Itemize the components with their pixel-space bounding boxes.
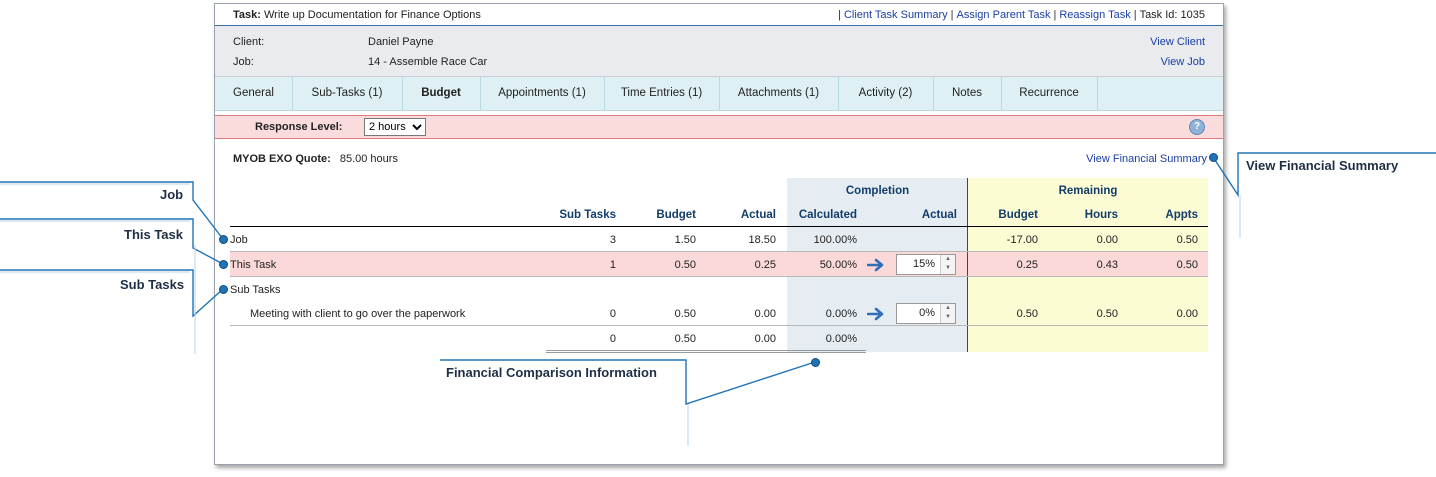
client-task-summary-link[interactable]: Client Task Summary bbox=[843, 9, 948, 21]
header-rule bbox=[230, 226, 1208, 227]
col-header-hours: Hours bbox=[1084, 209, 1118, 221]
task-label: Task bbox=[233, 9, 258, 21]
callout-job: Job bbox=[160, 187, 184, 202]
col-header-sub-tasks: Sub Tasks bbox=[559, 209, 616, 221]
callout-sub-tasks: Sub Tasks bbox=[120, 277, 185, 292]
tab-general[interactable]: General bbox=[215, 77, 293, 110]
tab-attachments[interactable]: Attachments (1) bbox=[719, 77, 839, 110]
col-header-calculated: Calculated bbox=[798, 209, 857, 221]
quote-label: MYOB EXO Quote: bbox=[233, 153, 331, 165]
total-sub-tasks: 0 bbox=[609, 333, 616, 345]
row-job-actual: 18.50 bbox=[748, 234, 776, 246]
row-this-task-calculated: 50.00% bbox=[819, 259, 857, 271]
row-subtask-name[interactable]: Meeting with client to go over the paper… bbox=[250, 308, 466, 320]
col-header-appts: Appts bbox=[1165, 209, 1198, 221]
row-this-task-budget: 0.50 bbox=[674, 259, 696, 271]
row-this-task-name: This Task bbox=[230, 259, 277, 271]
callout-dot bbox=[219, 285, 228, 294]
callout-dot bbox=[1209, 153, 1218, 162]
tab-appointments[interactable]: Appointments (1) bbox=[480, 77, 605, 110]
tab-bar: General Sub-Tasks (1) Budget Appointment… bbox=[215, 77, 1223, 111]
tab-recurrence[interactable]: Recurrence bbox=[1001, 77, 1098, 110]
row-subtask-sub-tasks: 0 bbox=[609, 308, 616, 320]
tab-time-entries[interactable]: Time Entries (1) bbox=[604, 77, 720, 110]
row-job-hours: 0.00 bbox=[1096, 234, 1118, 246]
stepper-down-icon[interactable]: ▼ bbox=[945, 265, 951, 271]
stepper-down-icon[interactable]: ▼ bbox=[945, 314, 951, 320]
client-job-info: Client: Daniel Payne View Client Job: 14… bbox=[215, 26, 1223, 77]
assign-parent-task-link[interactable]: Assign Parent Task bbox=[956, 9, 1051, 21]
job-label: Job: bbox=[233, 56, 254, 68]
row-this-task-sub-tasks: 1 bbox=[609, 259, 616, 271]
row-divider bbox=[230, 251, 1208, 252]
column-divider bbox=[967, 178, 968, 352]
row-job-remaining-budget: -17.00 bbox=[1006, 234, 1038, 246]
completion-header: Completion bbox=[845, 185, 910, 197]
row-subtask-calculated: 0.00% bbox=[825, 308, 857, 320]
callout-financial-comparison: Financial Comparison Information bbox=[446, 365, 657, 380]
totals-underline bbox=[546, 350, 866, 351]
tab-notes[interactable]: Notes bbox=[933, 77, 1002, 110]
row-job-appts: 0.50 bbox=[1176, 234, 1198, 246]
callout-view-financial-summary: View Financial Summary bbox=[1246, 158, 1399, 173]
row-subtask-actual: 0.00 bbox=[754, 308, 776, 320]
task-title: Task: Write up Documentation for Finance… bbox=[233, 9, 481, 21]
tab-sub-tasks[interactable]: Sub-Tasks (1) bbox=[292, 77, 403, 110]
client-value: Daniel Payne bbox=[368, 36, 434, 48]
task-links: | Client Task Summary | Assign Parent Task |… bbox=[838, 9, 1205, 21]
tab-budget[interactable]: Budget bbox=[402, 77, 481, 110]
row-this-task-actual: 0.25 bbox=[754, 259, 776, 271]
row-sub-tasks-label: Sub Tasks bbox=[230, 284, 281, 296]
response-level-label: Response Level: bbox=[255, 121, 343, 133]
view-financial-summary-link[interactable]: View Financial Summary bbox=[1086, 153, 1207, 165]
total-budget: 0.50 bbox=[674, 333, 696, 345]
row-this-task-hours: 0.43 bbox=[1096, 259, 1118, 271]
callout-dot bbox=[811, 358, 820, 367]
total-calculated: 0.00% bbox=[825, 333, 857, 345]
copy-arrow-icon[interactable] bbox=[867, 307, 887, 321]
row-subtask-budget: 0.50 bbox=[674, 308, 696, 320]
row-job-calculated: 100.00% bbox=[813, 234, 857, 246]
row-job-sub-tasks: 3 bbox=[609, 234, 616, 246]
row-divider bbox=[230, 276, 1208, 277]
help-icon[interactable]: ? bbox=[1189, 119, 1205, 135]
stepper-up-icon[interactable]: ▲ bbox=[945, 256, 951, 262]
subtask-completion-actual-stepper[interactable]: 0% ▲ ▼ bbox=[896, 303, 956, 324]
col-header-remaining-budget: Budget bbox=[998, 209, 1038, 221]
stepper-up-icon[interactable]: ▲ bbox=[945, 305, 951, 311]
response-level-bar: Response Level: 2 hours ? bbox=[215, 115, 1223, 139]
col-header-completion-actual: Actual bbox=[921, 209, 957, 221]
job-value: 14 - Assemble Race Car bbox=[368, 56, 488, 68]
tab-activity[interactable]: Activity (2) bbox=[838, 77, 934, 110]
row-subtask-hours: 0.50 bbox=[1096, 308, 1118, 320]
col-header-budget: Budget bbox=[656, 209, 696, 221]
row-divider bbox=[230, 325, 1208, 326]
copy-arrow-icon[interactable] bbox=[867, 258, 887, 272]
quote-line: MYOB EXO Quote: 85.00 hours bbox=[233, 153, 398, 165]
view-client-link[interactable]: View Client bbox=[1150, 36, 1205, 48]
row-job-name: Job bbox=[230, 234, 248, 246]
total-actual: 0.00 bbox=[754, 333, 776, 345]
this-task-row-bg bbox=[230, 252, 1208, 277]
row-job-budget: 1.50 bbox=[674, 234, 696, 246]
totals-underline bbox=[546, 352, 866, 353]
remaining-header: Remaining bbox=[1058, 185, 1118, 197]
client-label: Client: bbox=[233, 36, 265, 48]
row-this-task-remaining-budget: 0.25 bbox=[1016, 259, 1038, 271]
task-title-bar: Task: Write up Documentation for Finance… bbox=[215, 4, 1223, 26]
callout-dot bbox=[219, 260, 228, 269]
callout-this-task: This Task bbox=[124, 227, 184, 242]
response-level-select[interactable]: 2 hours bbox=[364, 118, 426, 136]
completion-actual-stepper[interactable]: 15% ▲ ▼ bbox=[896, 254, 956, 275]
row-subtask-appts: 0.00 bbox=[1176, 308, 1198, 320]
task-name: Write up Documentation for Finance Optio… bbox=[264, 9, 481, 21]
task-id: Task Id: 1035 bbox=[1139, 9, 1205, 21]
col-header-actual: Actual bbox=[740, 209, 776, 221]
view-job-link[interactable]: View Job bbox=[1160, 56, 1205, 68]
row-subtask-remaining-budget: 0.50 bbox=[1016, 308, 1038, 320]
callout-dot bbox=[219, 235, 228, 244]
row-this-task-appts: 0.50 bbox=[1176, 259, 1198, 271]
reassign-task-link[interactable]: Reassign Task bbox=[1059, 9, 1131, 21]
quote-value: 85.00 hours bbox=[339, 153, 398, 165]
